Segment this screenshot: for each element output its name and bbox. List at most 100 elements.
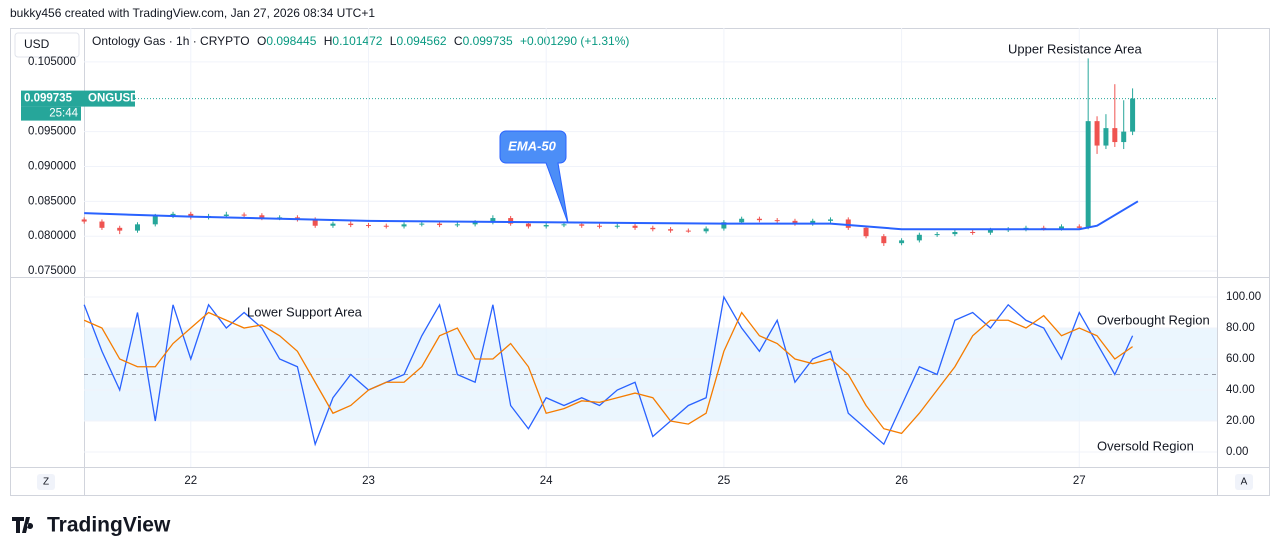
candle-body: [650, 227, 656, 230]
candle: [756, 216, 762, 223]
candle: [454, 222, 460, 228]
candle-body: [1094, 121, 1100, 146]
candle: [437, 221, 443, 228]
candle-body: [348, 223, 354, 226]
candle: [508, 215, 514, 226]
candle-body: [952, 232, 958, 235]
candle-body: [1121, 131, 1127, 143]
candle: [348, 221, 354, 228]
candle: [241, 212, 247, 218]
y-tick-label: 60.00: [1226, 353, 1255, 365]
ohlc-value: 0.094562: [396, 34, 446, 48]
legend: Ontology Gas · 1h · CRYPTO O0.098445 H0.…: [92, 34, 629, 48]
y-tick-label: 0.095000: [28, 126, 76, 138]
candle: [401, 222, 407, 229]
candle: [934, 232, 940, 237]
logo: TradingView: [12, 514, 171, 537]
candle-body: [188, 213, 194, 218]
x-tick-label: 26: [895, 475, 908, 487]
y-tick-label: 100.00: [1226, 291, 1261, 303]
candle: [383, 223, 389, 229]
candle-body: [703, 228, 709, 232]
candle-body: [241, 214, 247, 216]
candle: [1103, 114, 1109, 150]
candle: [632, 223, 638, 230]
candle-body: [419, 223, 425, 225]
candle-body: [330, 223, 336, 226]
ohlc-value: 0.098445: [266, 34, 316, 48]
candle-body: [810, 220, 816, 224]
auto-button[interactable]: [1235, 474, 1253, 490]
y-tick-label: 0.090000: [28, 160, 76, 172]
x-tick-label: 24: [540, 475, 553, 487]
candle-body: [525, 223, 531, 227]
candle: [668, 227, 674, 233]
candle: [881, 234, 887, 246]
candle-body: [614, 225, 620, 227]
oscillator-line: [83, 311, 1133, 435]
candle-body: [490, 218, 496, 223]
candle-body: [223, 214, 229, 216]
candle-body: [792, 220, 798, 224]
y-tick-label: 40.00: [1226, 384, 1255, 396]
x-tick-label: 27: [1073, 475, 1086, 487]
candle-body: [579, 224, 585, 226]
ohlc-key: L: [390, 34, 397, 48]
candle-body: [81, 219, 87, 222]
candle-body: [1130, 98, 1136, 132]
candle: [134, 222, 140, 233]
candle: [952, 229, 958, 237]
ohlc-key: O: [257, 34, 266, 48]
candle-body: [739, 218, 745, 223]
candle-body: [1085, 121, 1091, 228]
candle-body: [472, 222, 478, 225]
candle-body: [401, 224, 407, 227]
credit: bukky456 created with TradingView.com, J…: [10, 6, 375, 20]
candle: [721, 220, 727, 231]
candle: [1094, 116, 1100, 154]
candle: [419, 221, 425, 227]
change: +0.001290 (+1.31%): [520, 34, 629, 48]
candle-body: [259, 215, 265, 219]
candle: [650, 225, 656, 232]
candle: [1085, 58, 1091, 230]
candle-body: [916, 234, 922, 241]
y-tick-label: 0.075000: [28, 265, 76, 277]
candle: [685, 228, 691, 233]
y-tick-label: 80.00: [1226, 322, 1255, 334]
annotation: Lower Support Area: [247, 304, 363, 319]
candle: [330, 221, 336, 228]
candle-body: [312, 219, 318, 226]
logo-mark: [12, 517, 34, 533]
candle-body: [987, 229, 993, 233]
currency-label: USD: [24, 37, 50, 51]
auto-label: A: [1241, 477, 1248, 488]
y-tick-label: 0.105000: [28, 56, 76, 68]
candle-body: [899, 240, 905, 244]
candle: [597, 223, 603, 229]
candle-body: [934, 234, 940, 236]
candle: [99, 219, 105, 230]
candle: [863, 225, 869, 239]
frame: [10, 28, 1270, 496]
candle-body: [1059, 226, 1065, 229]
y-tick-label: 0.085000: [28, 195, 76, 207]
annotation: Upper Resistance Area: [1008, 41, 1142, 56]
candle-body: [685, 230, 691, 232]
candle-body: [721, 222, 727, 229]
candle-body: [845, 219, 851, 228]
callout: [499, 130, 569, 224]
y-tick-label: 0.00: [1226, 446, 1248, 458]
candle: [774, 218, 780, 223]
candle-body: [1103, 128, 1109, 146]
zoom-button[interactable]: [37, 474, 55, 490]
annotation: Overbought Region: [1097, 312, 1210, 327]
candle: [845, 217, 851, 230]
currency-button[interactable]: [14, 32, 80, 58]
candle-body: [508, 218, 514, 224]
candle-body: [117, 227, 123, 231]
x-tick-label: 23: [362, 475, 375, 487]
candle-body: [1076, 226, 1082, 228]
x-tick-label: 25: [717, 475, 730, 487]
